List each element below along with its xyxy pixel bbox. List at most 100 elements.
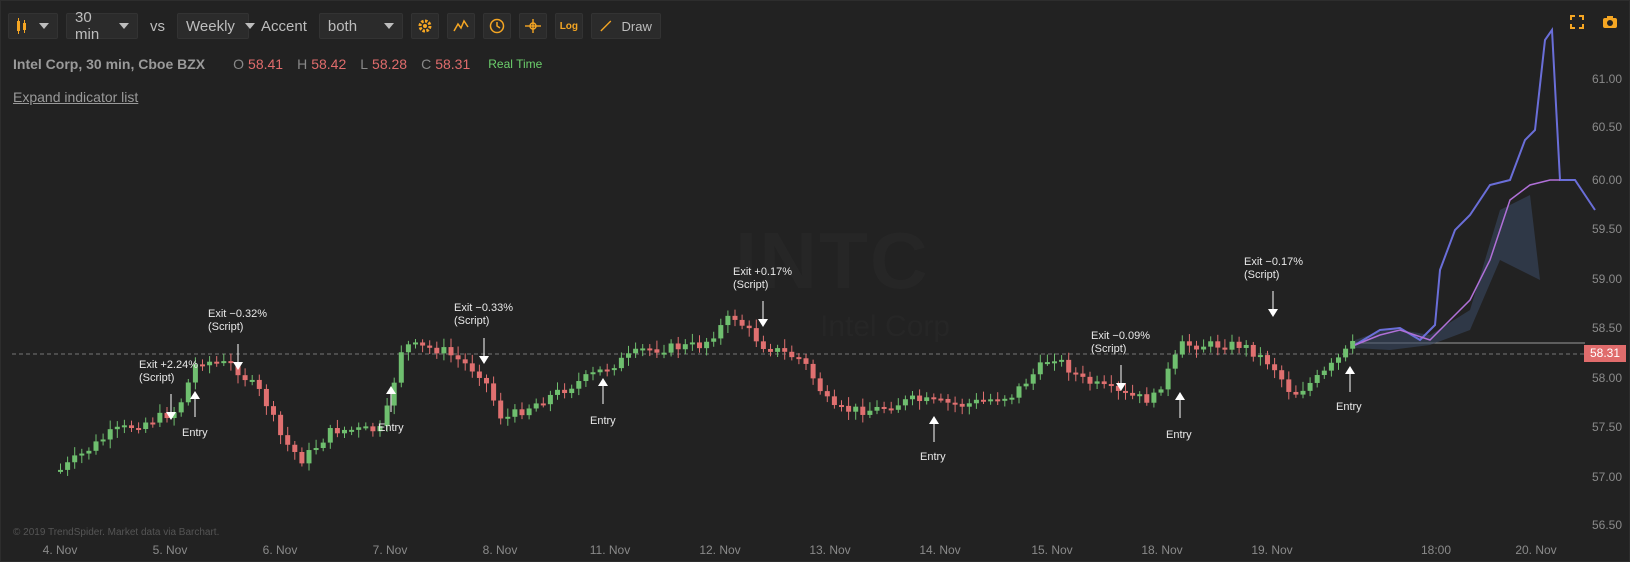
candle-body (391, 382, 397, 406)
vs-label: vs (150, 17, 165, 35)
candle-body (207, 361, 213, 366)
fullscreen-button[interactable] (1570, 15, 1584, 34)
candle-body (1293, 391, 1299, 395)
candle-body (810, 363, 816, 379)
entry-arrow (1345, 366, 1355, 374)
exit-label: Exit +0.17% (733, 266, 793, 278)
top-right-controls (1570, 15, 1618, 34)
candle-body (171, 412, 177, 419)
exit-arrow (479, 356, 489, 364)
candle-body (931, 397, 937, 400)
candle-body (65, 462, 71, 470)
entry-label: Entry (590, 415, 616, 427)
candle-body (1172, 354, 1178, 369)
candle-body (1336, 357, 1341, 363)
markers-group (166, 291, 1355, 442)
y-tick: 59.50 (1592, 222, 1623, 236)
toolbar: 30 min vs Weekly Accent both Log Draw (8, 9, 661, 43)
candle-body (1144, 394, 1150, 403)
low-value: 58.28 (372, 56, 408, 72)
candle-body (342, 429, 347, 434)
candle-body (888, 408, 894, 411)
compare-select[interactable]: Weekly (177, 13, 255, 39)
candle-body (853, 406, 859, 412)
candles-group (58, 309, 1356, 476)
candle-body (121, 425, 127, 428)
candle-body (533, 403, 539, 409)
y-tick: 60.50 (1592, 120, 1623, 134)
candle-body (1151, 392, 1157, 403)
candle-body (1037, 362, 1043, 375)
exit-sub: (Script) (454, 315, 490, 327)
time-button[interactable] (482, 13, 511, 39)
log-scale-label: Log (559, 20, 579, 32)
candle-body (867, 410, 873, 415)
candle-body (526, 408, 532, 416)
copyright-text: © 2019 TrendSpider. Market data via Barc… (13, 527, 220, 538)
candle-body (356, 427, 362, 430)
chevron-down-icon (244, 23, 255, 29)
candle-body (1201, 346, 1207, 350)
log-scale-button[interactable]: Log (554, 13, 583, 39)
candle-body (100, 439, 106, 442)
candle-body (775, 348, 781, 352)
candle-body (1222, 347, 1228, 350)
indicators-button[interactable] (446, 13, 475, 39)
candle-body (1165, 368, 1171, 390)
candle-body (327, 428, 333, 443)
candle-body (1328, 362, 1334, 371)
candle-body (952, 402, 958, 405)
crosshair-button[interactable] (518, 13, 547, 39)
candle-body (739, 319, 745, 326)
candle-body (1073, 372, 1079, 375)
chart-type-button[interactable] (8, 13, 58, 39)
candle-body (746, 325, 752, 329)
interval-select[interactable]: 30 min (66, 9, 138, 43)
forecast-line (1354, 27, 1596, 346)
candle-body (1016, 386, 1022, 398)
candle-body (79, 453, 85, 456)
candle-body (874, 406, 880, 411)
x-tick: 7. Nov (372, 543, 408, 557)
x-tick: 13. Nov (809, 543, 851, 557)
exit-label: Exit −0.09% (1091, 330, 1151, 342)
x-tick: 8. Nov (482, 543, 518, 557)
candle-body (576, 381, 582, 389)
exit-annotation: Exit −0.17% (Script) (1244, 256, 1303, 282)
entry-arrow (929, 416, 939, 424)
candle-body (753, 328, 759, 342)
exit-label: Exit −0.33% (454, 302, 514, 314)
candle-body (796, 357, 802, 360)
candle-body (562, 389, 568, 394)
high-value: 58.42 (311, 56, 347, 72)
screenshot-button[interactable] (1602, 15, 1618, 34)
candle-body (910, 395, 915, 400)
expand-indicator-list-link[interactable]: Expand indicator list (13, 89, 139, 105)
candle-body (1194, 345, 1199, 350)
chevron-down-icon (39, 23, 49, 29)
candle-body (363, 426, 369, 429)
candle-body (626, 353, 631, 358)
candle-body (469, 363, 475, 372)
fullscreen-icon (1570, 15, 1584, 29)
candle-body (768, 348, 773, 352)
candle-body (966, 403, 972, 407)
gear-icon (418, 19, 432, 33)
x-tick: 18:00 (1420, 543, 1452, 557)
x-tick: 20. Nov (1515, 543, 1557, 557)
entry-arrow (598, 378, 608, 386)
candle-body (377, 426, 383, 432)
entry-label: Entry (1336, 401, 1362, 413)
chevron-down-icon (383, 23, 394, 29)
candle-body (434, 347, 440, 354)
watermark-ticker: INTC (735, 216, 930, 305)
exit-sub: (Script) (1091, 343, 1127, 355)
accent-select[interactable]: both (318, 13, 403, 39)
current-price-tag: 58.31 (1584, 345, 1626, 362)
candle-body (981, 399, 986, 402)
settings-button[interactable] (410, 13, 439, 39)
draw-button[interactable]: Draw (590, 13, 661, 39)
candle-body (143, 422, 149, 430)
candle-body (782, 348, 788, 352)
